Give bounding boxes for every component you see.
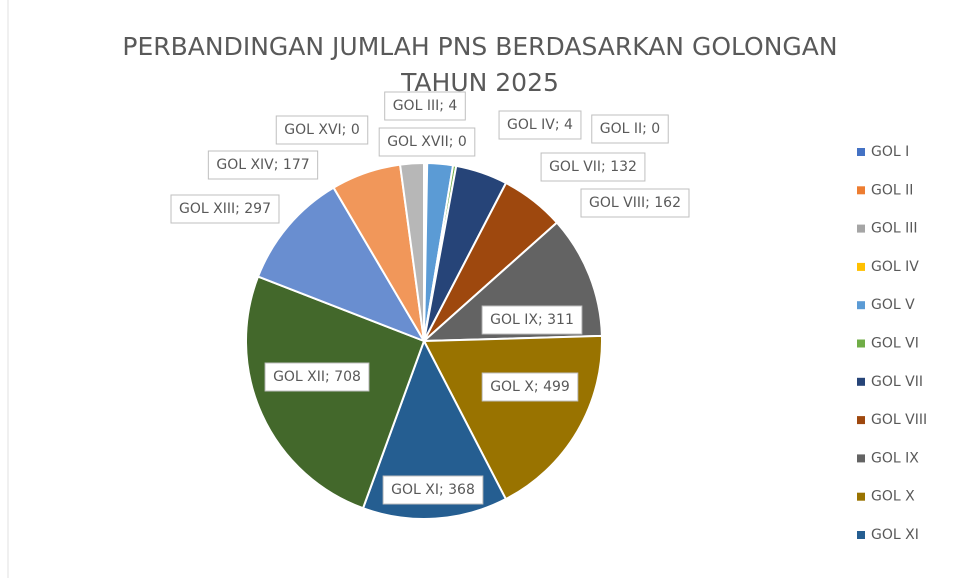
- legend-swatch: [857, 377, 865, 386]
- pie-slice: [361, 338, 508, 520]
- legend-swatch: [857, 224, 865, 233]
- legend-label: GOL XI: [871, 527, 919, 543]
- pie-slice: [398, 161, 425, 342]
- data-label-box: [540, 152, 646, 182]
- legend-label: GOL III: [871, 221, 918, 237]
- legend-label: GOL I: [871, 144, 909, 160]
- data-label: GOL XIV; 177: [216, 157, 309, 173]
- legend-swatch: [857, 262, 865, 271]
- legend-swatch: [857, 416, 865, 425]
- data-label: GOL III; 4: [393, 98, 458, 114]
- data-label: GOL XIII; 297: [179, 201, 271, 217]
- data-label-box: [207, 150, 319, 180]
- data-label-box: [382, 475, 484, 505]
- data-label: GOL XVII; 0: [387, 134, 467, 150]
- legend-swatch: [857, 148, 865, 156]
- legend-swatch: [857, 492, 865, 501]
- chart-title: PERBANDINGAN JUMLAH PNS BERDASARKAN GOLO…: [122, 32, 837, 61]
- data-label-box: [378, 127, 476, 157]
- data-label: GOL XI; 368: [391, 482, 475, 498]
- legend-label: GOL V: [871, 297, 915, 313]
- data-label-box: [481, 305, 583, 335]
- legend-swatch: [857, 454, 865, 463]
- legend-swatch: [857, 301, 865, 310]
- legend-swatch: [857, 186, 865, 195]
- legend-swatch: [857, 339, 865, 348]
- pie-slice: [256, 186, 427, 343]
- legend-label: GOL II: [871, 182, 913, 198]
- data-label: GOL VII; 132: [549, 159, 637, 175]
- data-label-box: [264, 362, 370, 392]
- legend-label: GOL VII: [871, 374, 923, 390]
- data-label-box: [275, 115, 369, 145]
- legend-label: GOL IV: [871, 259, 919, 275]
- data-label-box: [580, 188, 690, 218]
- data-label-box: [591, 114, 669, 144]
- data-label-box: [384, 91, 466, 121]
- pie-slice: [245, 275, 426, 510]
- data-label: GOL IX; 311: [490, 312, 574, 328]
- data-label-box: [498, 110, 582, 140]
- data-label: GOL XVI; 0: [284, 122, 360, 138]
- legend-label: GOL VIII: [871, 412, 927, 428]
- legend-label: GOL VI: [871, 336, 919, 352]
- data-label-box: [170, 194, 280, 224]
- legend-swatch: [857, 531, 865, 539]
- data-label: GOL IV; 4: [507, 117, 573, 133]
- data-label: GOL II; 0: [600, 121, 660, 137]
- data-label: GOL X; 499: [490, 379, 570, 395]
- legend-label: GOL IX: [871, 450, 919, 466]
- legend-label: GOL X: [871, 489, 915, 505]
- data-label-box: [481, 372, 579, 402]
- data-label: GOL XII; 708: [273, 369, 361, 385]
- data-label: GOL VIII; 162: [589, 195, 681, 211]
